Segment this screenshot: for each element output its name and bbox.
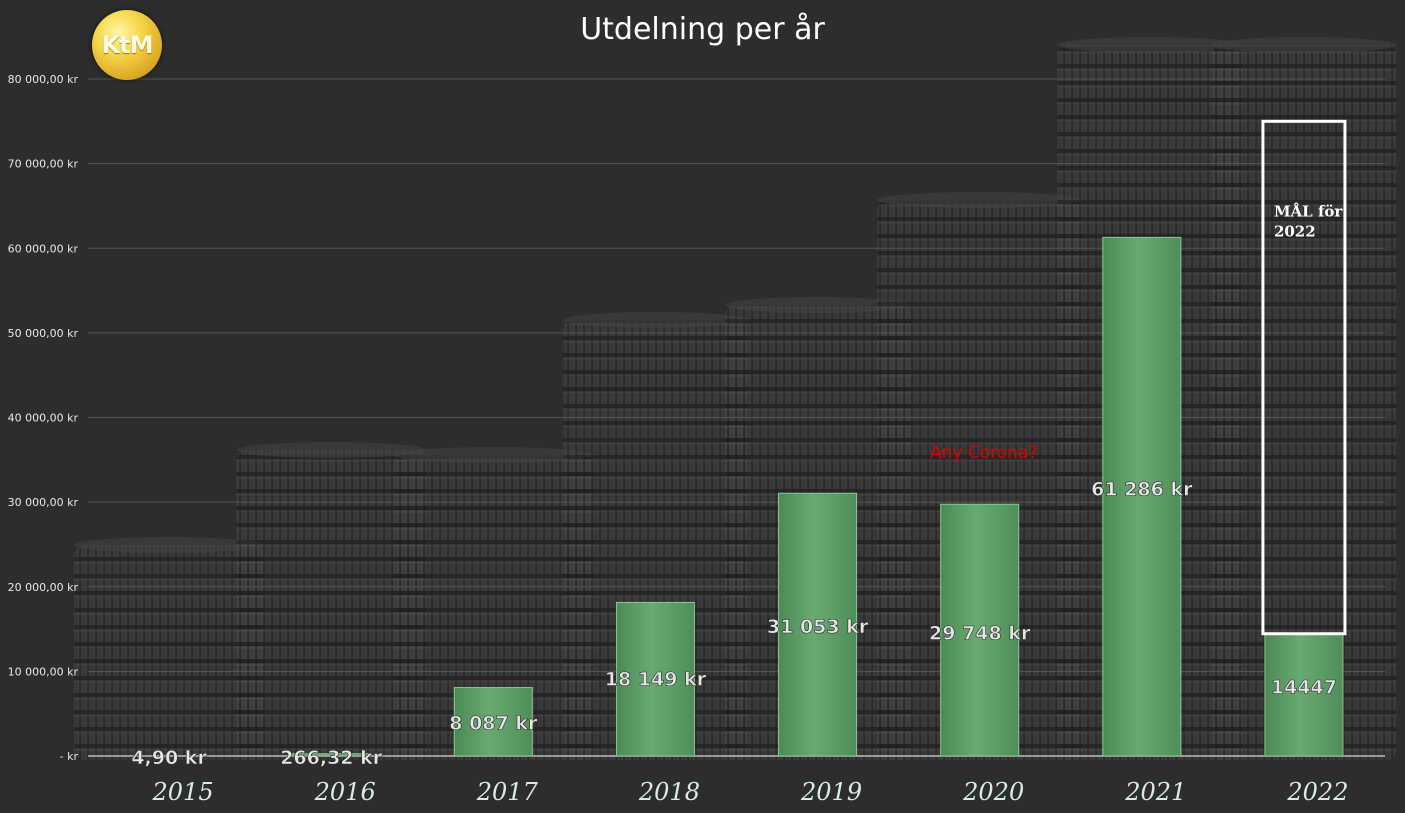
y-tick-label: 80 000,00 kr: [8, 73, 79, 86]
data-label: 61 286 kr: [1091, 478, 1193, 500]
y-tick-label: 70 000,00 kr: [8, 158, 79, 171]
y-tick-label: 30 000,00 kr: [8, 496, 79, 509]
coin-stack: [393, 455, 594, 760]
x-tick-label: 2019: [800, 778, 862, 806]
bar-2018: [615, 601, 695, 757]
coin-top: [1211, 37, 1397, 53]
coin-top: [1057, 37, 1243, 53]
bar-2016: [291, 753, 371, 757]
y-tick-label: - kr: [60, 750, 79, 763]
x-tick-label: 2015: [152, 778, 214, 806]
x-tick-label: 2022: [1286, 778, 1348, 806]
data-label: 266,32 kr: [280, 747, 383, 769]
chart-title: Utdelning per år: [580, 12, 825, 47]
y-tick-label: 10 000,00 kr: [8, 665, 79, 678]
data-label: 29 748 kr: [929, 622, 1031, 644]
data-label: 18 149 kr: [605, 668, 707, 690]
coin-stacks-background: [74, 37, 1397, 760]
coin-top: [393, 447, 594, 463]
annotations: MÅL för 2022 Any Corona?: [930, 119, 1347, 636]
annotation-text: Any Corona?: [930, 443, 1037, 463]
x-tick-label: 2020: [962, 778, 1024, 806]
x-tick-label: 2021: [1124, 778, 1186, 806]
goal-label: MÅL för 2022: [1274, 202, 1343, 240]
data-label: 31 053 kr: [767, 616, 869, 638]
x-tick-label: 2016: [314, 778, 376, 806]
data-label: 8 087 kr: [449, 713, 538, 735]
y-tick-label: 50 000,00 kr: [8, 327, 79, 340]
coin-top: [236, 442, 427, 458]
data-label: 4,90 kr: [131, 747, 207, 769]
y-tick-label: 20 000,00 kr: [8, 581, 79, 594]
data-labels: 4,90 kr 266,32 kr 8 087 kr 18 149 kr 31 053 …: [131, 478, 1337, 769]
bar-2021: [1102, 236, 1182, 757]
goal-box: [1261, 119, 1347, 636]
x-tick-label: 2017: [476, 778, 539, 806]
coin-stack: [877, 200, 1083, 760]
bar-2019: [778, 492, 858, 757]
coin-top: [725, 297, 911, 313]
x-axis: 2015 2016 2017 2018 2019 2020 2021 2022: [152, 778, 1349, 806]
coin-top: [562, 312, 748, 328]
y-tick-label: 40 000,00 kr: [8, 412, 79, 425]
coin-stack: [236, 450, 427, 760]
coin-stack: [1211, 45, 1397, 760]
bar-2017: [453, 687, 533, 757]
coin-stack: [74, 545, 265, 760]
coin-stack: [562, 320, 748, 760]
bar-2020: [940, 503, 1020, 757]
logo-text: KtM: [101, 31, 154, 59]
y-tick-label: 60 000,00 kr: [8, 242, 79, 255]
ktm-logo: KtM: [92, 10, 162, 80]
coin-top: [877, 192, 1083, 208]
coin-top: [74, 537, 265, 553]
data-label: 14447: [1271, 677, 1337, 699]
x-tick-label: 2018: [638, 778, 700, 806]
bars: [291, 236, 1344, 757]
